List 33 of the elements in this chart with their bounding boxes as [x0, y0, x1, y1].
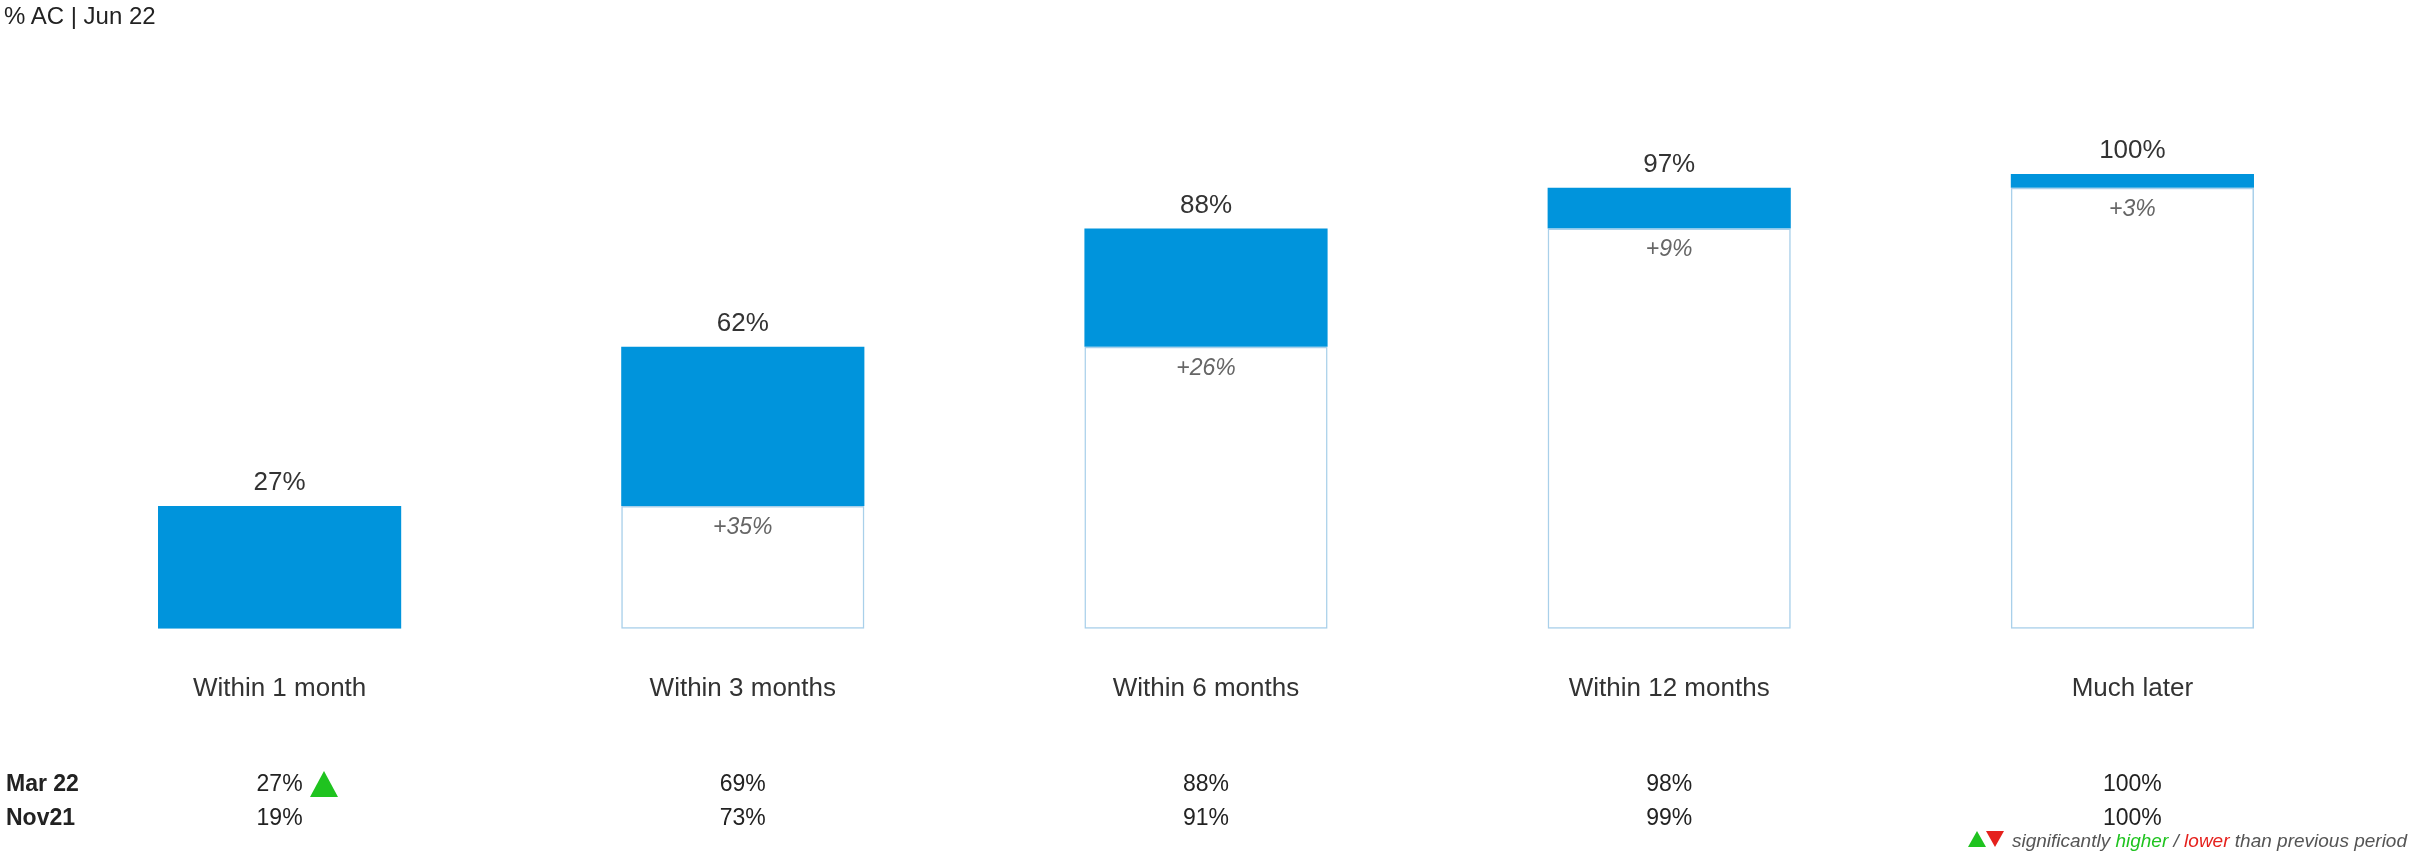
text: 19% [256, 804, 303, 831]
text: 91% [1182, 804, 1230, 831]
bar [621, 346, 865, 506]
text: Mar 22 [6, 770, 79, 797]
bar [1084, 228, 1328, 347]
text: 27% [256, 770, 303, 797]
total-label: 100% [2099, 134, 2166, 165]
x-tick-label: Within 3 months [649, 671, 836, 702]
x-tick-label: Within 12 months [1568, 671, 1770, 702]
text: 98% [1646, 770, 1693, 797]
text: 99% [1646, 804, 1693, 831]
data-label: +9% [1645, 235, 1693, 262]
bar [2010, 174, 2254, 188]
data-label: +26% [1176, 353, 1236, 380]
total-label: 88% [1179, 188, 1233, 219]
text: Nov21 [6, 804, 76, 831]
text: 100% [2102, 804, 2162, 831]
text: 100% [2102, 770, 2162, 797]
x-tick-label: Much later [2071, 671, 2194, 702]
total-label: 62% [716, 307, 769, 337]
text: 73% [719, 804, 766, 831]
bar [1547, 187, 1791, 229]
data-label: +3% [2109, 194, 2156, 221]
x-tick-label: Within 6 months [1112, 671, 1300, 702]
text: 88% [1182, 770, 1230, 797]
total-label: 97% [1643, 147, 1696, 178]
total-label: 27% [253, 466, 306, 497]
bar [158, 506, 402, 629]
text: 69% [719, 770, 766, 797]
chart-title: % AC | Jun 22 [4, 2, 156, 30]
x-tick-label: Within 1 month [192, 671, 367, 702]
text: significantly higher / lower than previous period [2011, 830, 2407, 851]
data-label: +35% [713, 512, 773, 539]
